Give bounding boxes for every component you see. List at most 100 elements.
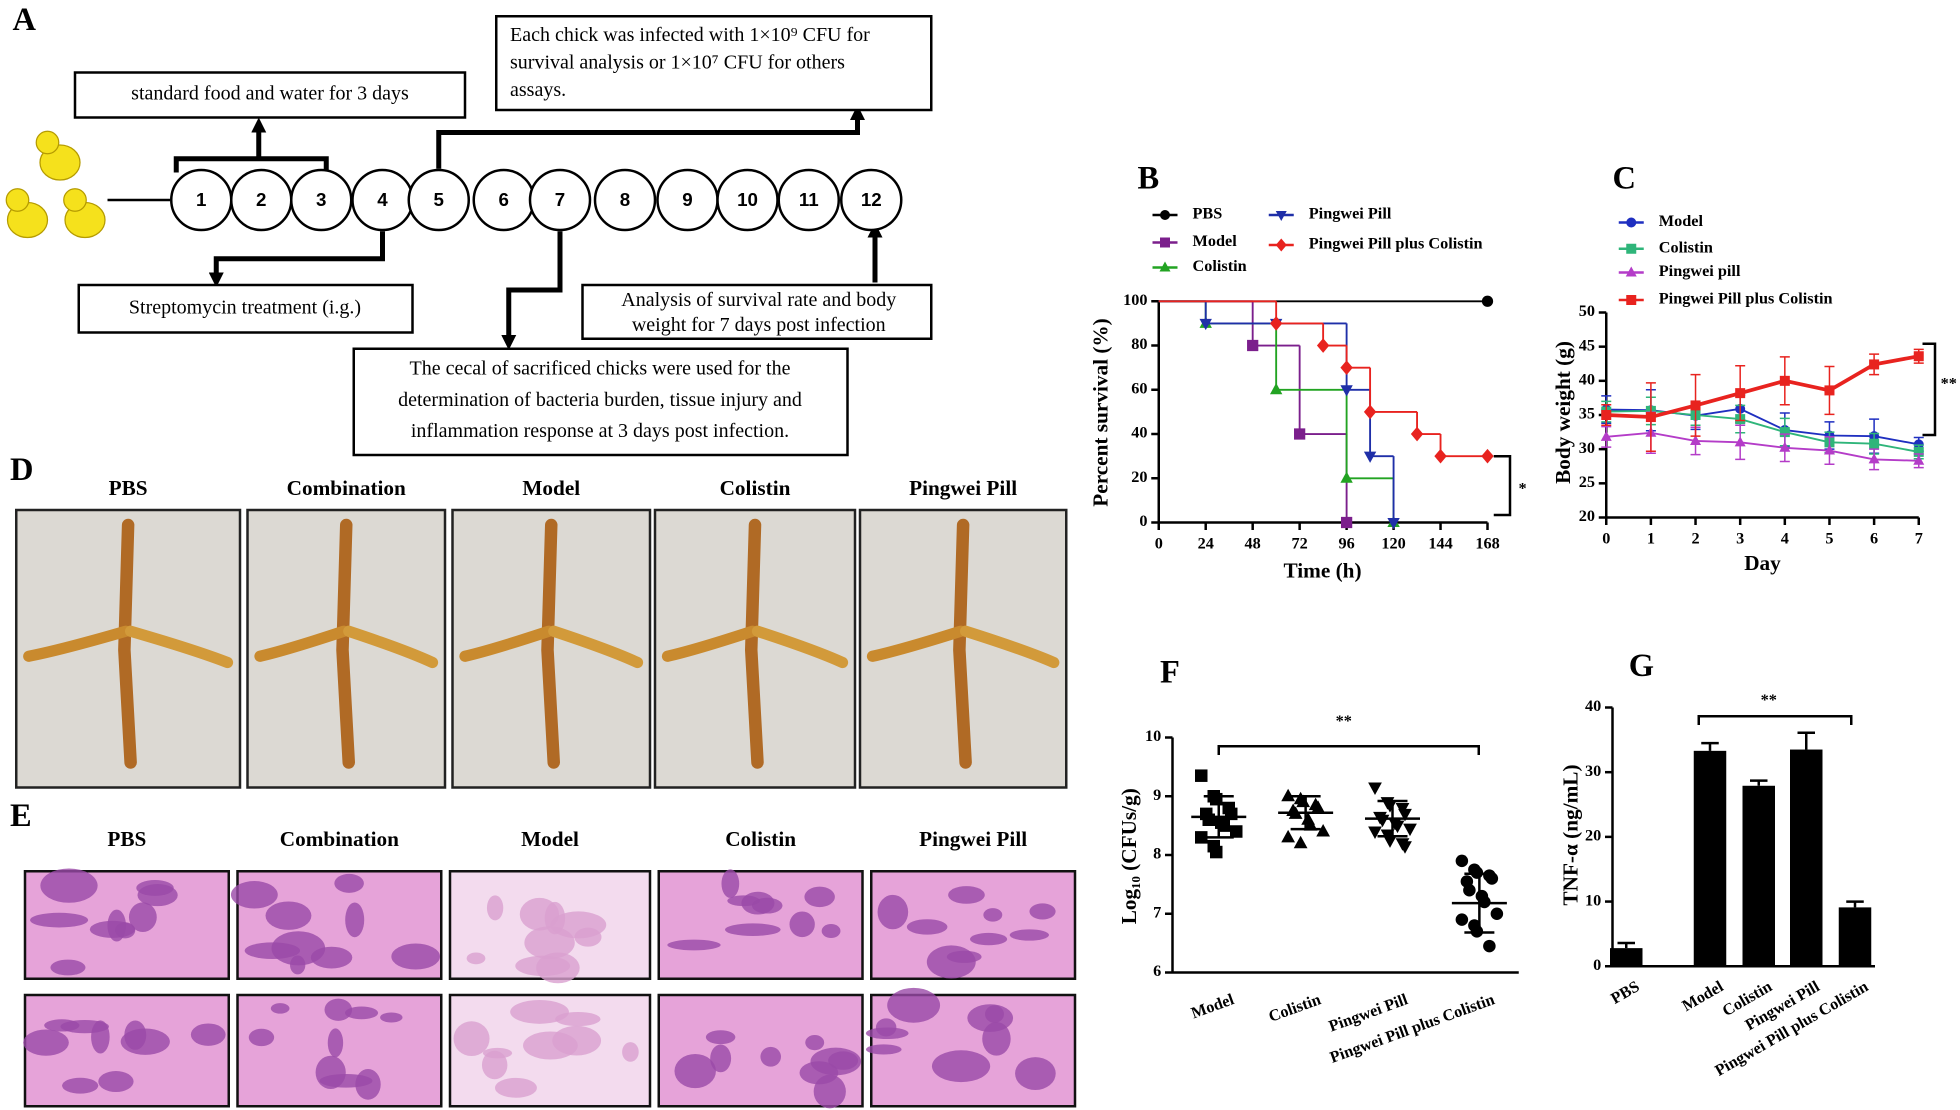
tissue: [60, 1019, 109, 1034]
marker: [1390, 820, 1405, 834]
legend-label: Colistin: [1659, 238, 1713, 256]
marker: [1626, 243, 1637, 254]
marker: [1281, 788, 1295, 802]
legend-label: Colistin: [1193, 257, 1247, 275]
cecum: [661, 625, 759, 662]
tissue: [789, 911, 815, 938]
tissue: [674, 1054, 716, 1089]
marker: [1217, 819, 1230, 832]
step-label: 9: [682, 189, 692, 210]
image-title: Pingwei Pill: [919, 827, 1027, 851]
panel-label: E: [10, 798, 32, 834]
legend-label: Model: [1659, 212, 1704, 230]
tissue: [887, 987, 941, 1023]
tissue: [906, 919, 948, 935]
tissue: [324, 998, 353, 1021]
cecum: [23, 625, 132, 662]
cecum: [343, 625, 439, 669]
legend-label: Pingwei pill: [1659, 262, 1741, 280]
y-tick-label: 100: [1123, 291, 1147, 309]
marker: [1455, 913, 1469, 926]
y-tick-label: 35: [1579, 405, 1595, 423]
panel-label: D: [10, 452, 33, 488]
y-tick-label: 0: [1139, 512, 1147, 530]
marker: [1210, 792, 1223, 806]
box-text: survival analysis or 1×10⁷ CFU for other…: [510, 51, 845, 73]
tissue: [727, 895, 760, 907]
image-title: PBS: [107, 827, 146, 851]
step-circle: [777, 168, 840, 232]
step-circle: [407, 168, 470, 232]
marker: [1600, 430, 1612, 441]
tissue: [466, 952, 486, 965]
error-bar: [1750, 779, 1768, 786]
sd-bar: [1464, 872, 1495, 934]
x-tick-label: 48: [1245, 535, 1261, 553]
tissue: [523, 1031, 578, 1060]
marker: [1481, 295, 1494, 307]
tissue: [345, 902, 365, 938]
x-tick-label: 4: [1781, 530, 1789, 548]
marker: [1202, 813, 1215, 826]
tissue: [40, 868, 98, 903]
marker: [1735, 388, 1746, 399]
step-label: 12: [861, 189, 882, 210]
step-label: 6: [499, 189, 509, 210]
image-title: Combination: [287, 476, 406, 500]
error-bar: [1797, 731, 1815, 750]
panel-label: C: [1613, 161, 1636, 197]
x-tick-label: Model: [1189, 990, 1237, 1022]
marker: [1913, 454, 1925, 465]
step-label: 10: [737, 189, 758, 210]
tissue: [931, 1050, 991, 1083]
x-tick-label: 96: [1338, 535, 1354, 553]
x-tick-label: 0: [1602, 530, 1610, 548]
panel-label: A: [13, 2, 37, 38]
marker: [1363, 451, 1377, 463]
cecum: [336, 518, 355, 769]
y-tick-label: 10: [1585, 891, 1601, 909]
marker: [1913, 446, 1924, 457]
marker: [1398, 841, 1412, 854]
x-axis-title: Day: [1744, 551, 1781, 575]
bar: [1610, 948, 1643, 967]
tissue: [799, 1061, 839, 1085]
error-bar: [1846, 900, 1864, 908]
bar: [1790, 749, 1823, 967]
image-title: Colistin: [725, 827, 796, 851]
tissue: [23, 1029, 69, 1056]
marker: [1160, 210, 1170, 220]
significance: **: [1941, 375, 1957, 393]
marker: [1824, 385, 1835, 396]
marker: [1483, 939, 1496, 953]
tissue: [865, 1044, 902, 1055]
tissue: [536, 952, 580, 984]
legend-label: Pingwei Pill plus Colistin: [1309, 235, 1483, 253]
y-tick-label: 40: [1585, 697, 1601, 715]
legend-label: Pingwei Pill: [1309, 205, 1392, 223]
x-tick-label: Model: [1679, 977, 1727, 1015]
box-text: Each chick was infected with 1×10⁹ CFU f…: [510, 24, 870, 46]
tissue: [327, 1028, 344, 1058]
y-tick-label: 25: [1579, 473, 1595, 491]
x-tick-label: 7: [1915, 530, 1923, 548]
sd-bar: [1290, 795, 1321, 831]
marker: [1311, 800, 1325, 813]
tissue: [1029, 903, 1056, 920]
cecum: [254, 625, 350, 662]
image-title: Model: [522, 476, 580, 500]
significance-bracket: [1217, 745, 1480, 755]
tissue: [453, 1021, 490, 1057]
marker: [1779, 427, 1790, 438]
x-tick-label: 1: [1647, 530, 1655, 548]
image-title: Model: [521, 827, 579, 851]
legend-label: Pingwei Pill plus Colistin: [1659, 290, 1833, 308]
tissue: [967, 1004, 1014, 1032]
box-text: inflammation response at 3 days post inf…: [411, 420, 789, 442]
tissue: [1015, 1057, 1056, 1090]
marker: [1779, 441, 1791, 452]
marker: [1455, 854, 1469, 868]
y-tick-label: 6: [1153, 962, 1161, 980]
step-label: 1: [196, 189, 206, 210]
step-label: 5: [434, 189, 444, 210]
